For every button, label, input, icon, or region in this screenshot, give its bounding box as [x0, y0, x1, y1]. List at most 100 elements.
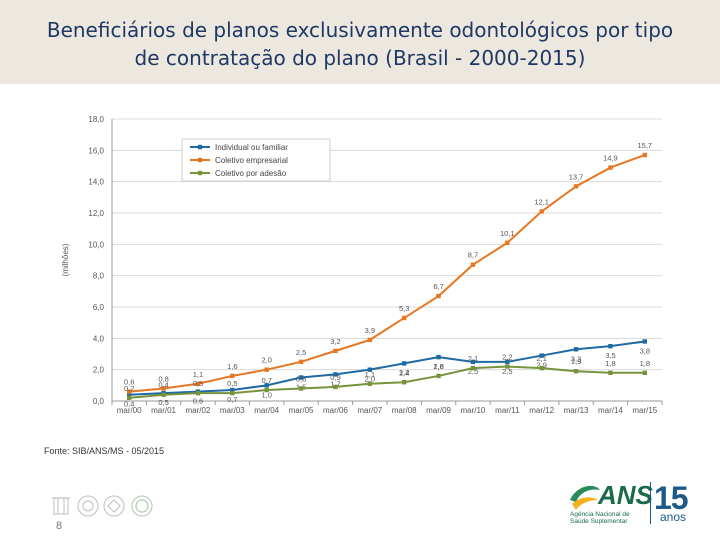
data-point: [573, 369, 579, 374]
series-line-2: [129, 154, 646, 393]
data-point: [333, 384, 338, 390]
data-label: 2,5: [502, 367, 512, 376]
page-number: 8: [56, 520, 63, 532]
x-tick-label: mar/03: [220, 406, 245, 415]
data-point: [608, 370, 613, 375]
y-tick-label: 2,0: [93, 366, 105, 375]
data-point: [539, 209, 544, 214]
seal-icon-1: [77, 495, 99, 517]
data-label: 0,5: [227, 379, 237, 388]
data-label: 15,7: [638, 141, 653, 150]
series-line-3: [129, 365, 645, 399]
seal-icon-2: [103, 495, 125, 517]
slide-header: Beneficiários de planos exclusivamente o…: [0, 0, 720, 84]
legend-entry: Coletivo empresarial: [215, 156, 288, 165]
building-icon: [52, 497, 70, 515]
data-label: 0,6: [124, 378, 134, 387]
data-point: [367, 337, 373, 343]
data-point: [539, 365, 544, 371]
data-label: 0,4: [158, 381, 168, 390]
data-point: [230, 390, 235, 396]
anniversary-number: 15: [654, 480, 689, 516]
y-tick-label: 16,0: [88, 146, 104, 155]
data-label: 2,2: [502, 353, 512, 362]
data-label: 5,3: [399, 304, 409, 313]
x-tick-label: mar/02: [185, 406, 210, 415]
data-point: [298, 359, 304, 365]
x-tick-label: mar/10: [460, 406, 485, 415]
x-tick-label: mar/08: [392, 406, 417, 415]
data-point: [195, 390, 201, 396]
line-chart: 0,0 2,0 4,0 6,0 8,0 10,0 12,0 14,0 16,0 18,0 (milh…: [61, 115, 663, 415]
data-label: 1,1: [365, 370, 375, 379]
data-point: [401, 361, 407, 366]
data-point: [298, 375, 304, 380]
y-tick-label: 10,0: [88, 240, 104, 249]
y-tick-label: 12,0: [88, 209, 104, 218]
data-point: [161, 386, 166, 391]
x-tick-label: mar/11: [495, 406, 520, 415]
x-tick-label: mar/01: [151, 406, 176, 415]
y-tick-label: 14,0: [88, 178, 104, 187]
data-label: 12,1: [534, 197, 549, 206]
legend-swatch-marker: [197, 170, 203, 176]
y-tick-label: 8,0: [93, 272, 105, 281]
x-tick-label: mar/12: [529, 406, 554, 415]
data-label: 1,8: [605, 359, 615, 368]
series-line-1: [129, 340, 645, 396]
data-point: [608, 165, 613, 170]
data-label: 1,0: [261, 390, 271, 399]
data-label: 1,2: [399, 368, 409, 377]
x-tick-label: mar/06: [323, 406, 348, 415]
data-point: [195, 381, 201, 386]
data-point: [436, 373, 441, 379]
data-label: 2,9: [536, 361, 546, 370]
data-point: [264, 387, 269, 393]
data-point: [367, 367, 373, 372]
y-tick-label: 18,0: [88, 115, 104, 124]
data-label: 2,1: [468, 354, 478, 363]
data-label: 3,2: [330, 337, 340, 346]
data-label: 0,7: [261, 376, 271, 385]
data-point: [230, 373, 235, 379]
data-label: 1,8: [640, 359, 650, 368]
data-point: [505, 364, 510, 369]
data-point: [642, 339, 648, 344]
data-label: 1,7: [330, 379, 340, 388]
ans-logo-mark: [570, 485, 600, 510]
data-point: [264, 367, 269, 372]
data-label: 2,5: [468, 367, 478, 376]
data-point: [436, 293, 441, 299]
partner-logos: [52, 495, 153, 517]
data-point: [401, 315, 407, 321]
data-label: 14,9: [603, 154, 618, 163]
data-label: 0,5: [158, 398, 168, 407]
y-tick-label: 6,0: [93, 303, 105, 312]
data-point: [470, 262, 476, 267]
data-point: [333, 348, 338, 354]
data-point: [539, 353, 544, 358]
legend-swatch-marker: [197, 157, 203, 163]
data-label: 0,4: [124, 400, 134, 409]
seal-icon-3: [131, 495, 153, 517]
data-point: [126, 395, 132, 401]
data-label: 3,9: [365, 326, 375, 335]
data-label: 1,6: [227, 362, 237, 371]
title-line-1: Beneficiários de planos exclusivamente o…: [46, 18, 674, 42]
anniversary-word: anos: [660, 510, 687, 524]
data-point: [333, 372, 338, 377]
data-label: 0,7: [227, 395, 237, 404]
data-point: [298, 386, 304, 391]
data-label: 10,1: [500, 229, 515, 238]
title-line-2: de contratação do plano (Brasil - 2000-2…: [134, 46, 586, 70]
data-point: [470, 359, 476, 365]
data-point: [642, 370, 648, 375]
data-label: 0,8: [158, 374, 168, 383]
y-tick-label: 0,0: [93, 397, 105, 406]
data-label: 13,7: [569, 172, 584, 181]
data-label: 0,2: [124, 384, 134, 393]
data-label: 6,7: [433, 282, 443, 291]
legend-entry: Individual ou familiar: [215, 143, 288, 152]
x-tick-label: mar/14: [598, 406, 623, 415]
data-point: [608, 343, 613, 349]
